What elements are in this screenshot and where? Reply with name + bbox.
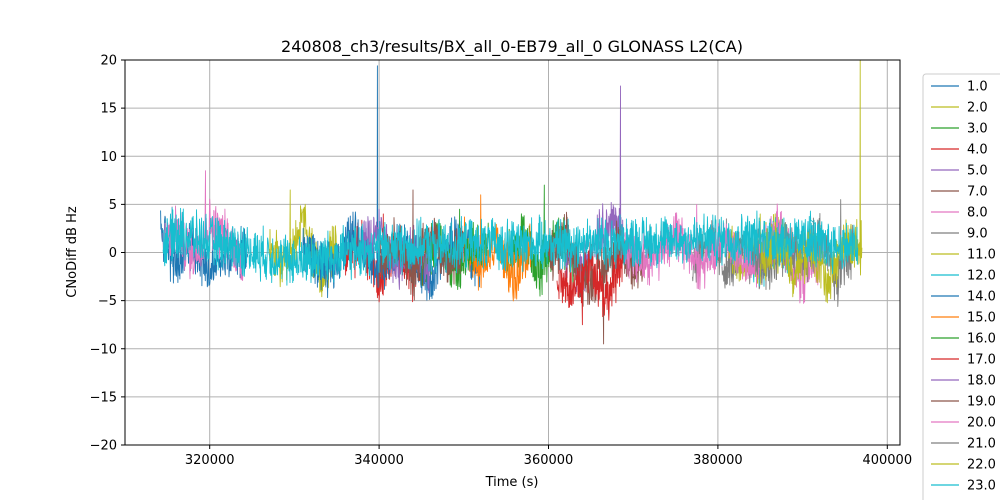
legend: 1.0 2.0 3.0 4.0 5.0 7.0 8.0 9.0 11.0 12.0 14.0 15.0…: [922, 73, 1000, 500]
legend-label: 11.0: [967, 248, 996, 263]
x-tick-label: 320000: [185, 453, 235, 468]
legend-label: 3.0: [967, 122, 988, 137]
legend-label: 17.0: [967, 353, 996, 368]
legend-label: 15.0: [967, 311, 996, 326]
x-tick-label: 340000: [354, 453, 404, 468]
legend-label: 20.0: [967, 416, 996, 431]
y-axis-label: CNoDiff dB Hz: [65, 206, 80, 298]
legend-label: 1.0: [967, 80, 988, 95]
legend-label: 16.0: [967, 332, 996, 347]
legend-label: 8.0: [967, 206, 988, 221]
legend-box: [922, 73, 1000, 500]
legend-label: 23.0: [967, 479, 996, 494]
y-tick-label: 0: [109, 246, 117, 261]
series-layer: [160, 60, 863, 345]
y-tick-label: 15: [100, 102, 117, 117]
legend-label: 19.0: [967, 395, 996, 410]
series-line-2.0: [268, 189, 338, 298]
x-tick-label: 380000: [693, 453, 743, 468]
y-tick-label: −15: [90, 390, 117, 405]
ticks: 320000 340000 360000 380000 400000 −20 −15 −10 −…: [90, 54, 913, 469]
y-tick-label: 10: [100, 150, 117, 165]
series-line-23.0: [162, 206, 859, 286]
chart-title: 240808_ch3/results/BX_all_0-EB79_all_0 G…: [281, 37, 743, 57]
legend-label: 22.0: [967, 458, 996, 473]
legend-label: 12.0: [967, 269, 996, 284]
x-tick-label: 360000: [524, 453, 574, 468]
y-tick-label: −10: [90, 342, 117, 357]
y-tick-label: 5: [109, 198, 117, 213]
x-axis-label: Time (s): [485, 475, 539, 490]
series-line-20.0: [624, 203, 829, 304]
legend-label: 2.0: [967, 101, 988, 116]
legend-label: 4.0: [967, 143, 988, 158]
legend-label: 21.0: [967, 437, 996, 452]
legend-label: 9.0: [967, 227, 988, 242]
x-tick-label: 400000: [862, 453, 912, 468]
y-tick-label: −5: [98, 294, 117, 309]
y-tick-label: 20: [100, 54, 117, 69]
legend-label: 14.0: [967, 290, 996, 305]
legend-label: 18.0: [967, 374, 996, 389]
legend-label: 7.0: [967, 185, 988, 200]
series-line-21.0: [751, 199, 854, 307]
y-tick-label: −20: [90, 439, 117, 454]
legend-label: 5.0: [967, 164, 988, 179]
